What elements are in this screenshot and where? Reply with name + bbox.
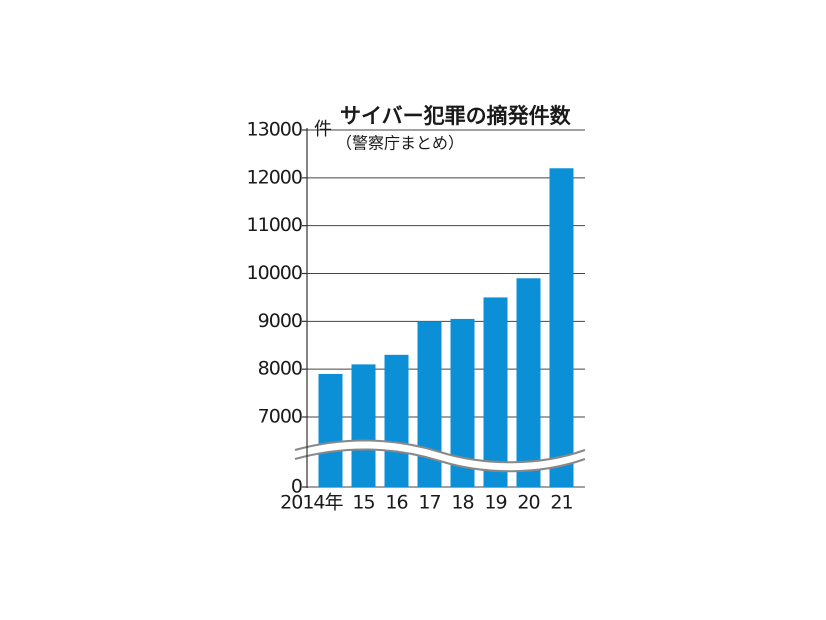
x-tick-label: 19	[484, 492, 506, 514]
bar	[384, 354, 409, 487]
bar	[549, 168, 574, 487]
x-tick-label: 20	[517, 492, 539, 514]
x-tick-label: 21	[550, 492, 572, 514]
x-tick-label: 2014年	[280, 492, 343, 514]
labels: 0 7000 8000 9000 10000 11000 12000 13000 2014年 15…	[247, 119, 574, 514]
chart-title: サイバー犯罪の摘発件数	[340, 104, 572, 128]
bar	[318, 373, 343, 487]
x-tick-label: 17	[418, 492, 440, 514]
break-band	[295, 440, 585, 472]
y-tick-label: 9000	[258, 310, 302, 332]
chart-subtitle: （警察庁まとめ）	[336, 134, 464, 153]
bars	[318, 168, 574, 487]
y-tick-label: 11000	[247, 214, 302, 236]
axis-break	[294, 439, 586, 473]
bar	[351, 364, 376, 487]
grid	[307, 129, 585, 488]
bar	[516, 278, 541, 487]
y-unit: 件	[314, 119, 332, 140]
y-tick-label: 7000	[258, 406, 302, 428]
x-tick-label: 15	[352, 492, 374, 514]
bar	[483, 297, 508, 487]
break-line	[294, 439, 586, 464]
x-tick-label: 16	[385, 492, 407, 514]
y-tick-label: 13000	[247, 119, 302, 141]
x-tick-label: 18	[451, 492, 473, 514]
y-tick-label: 12000	[247, 166, 302, 188]
y-tick-label: 10000	[247, 262, 302, 284]
y-tick-label: 8000	[258, 358, 302, 380]
break-line	[294, 448, 586, 473]
bar	[417, 321, 442, 487]
y-tick-label: 0	[291, 476, 302, 498]
